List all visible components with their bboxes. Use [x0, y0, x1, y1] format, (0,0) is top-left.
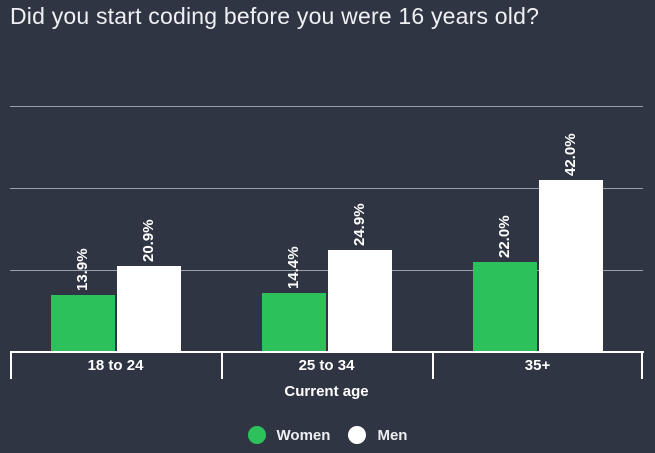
bar-value-label: 13.9% [74, 248, 91, 291]
x-axis-line [10, 351, 644, 353]
bar-women-25-to-34 [262, 293, 326, 352]
bar-women-35+ [473, 262, 537, 352]
category-label-35+: 35+ [524, 357, 551, 374]
bar-value-label: 24.9% [351, 203, 368, 246]
legend-dot-men [348, 426, 367, 444]
legend-item-men[interactable]: Men [348, 426, 407, 444]
gridline-60pct [10, 106, 643, 107]
legend-dot-women [247, 426, 266, 444]
gridline-20pct [10, 270, 643, 271]
chart-title: Did you start coding before you were 16 … [10, 3, 540, 29]
bar-women-18-to-24 [51, 295, 115, 352]
bar-men-35+ [539, 180, 603, 352]
legend-label: Women [276, 426, 331, 444]
bar-value-label: 14.4% [285, 246, 302, 289]
legend-item-women[interactable]: Women [247, 426, 331, 444]
legend-label: Men [377, 426, 408, 444]
bar-men-25-to-34 [328, 250, 392, 352]
bar-men-18-to-24 [117, 266, 181, 352]
category-label-18-to-24: 18 to 24 [87, 357, 144, 374]
axis-tick [432, 353, 434, 379]
bar-value-label: 42.0% [562, 133, 579, 176]
gridline-40pct [10, 188, 643, 189]
axis-tick [641, 353, 643, 379]
axis-tick [221, 353, 223, 379]
category-label-25-to-34: 25 to 34 [298, 357, 355, 374]
axis-tick [10, 353, 12, 379]
x-axis-label: Current age [284, 383, 369, 400]
bar-value-label: 20.9% [140, 219, 157, 262]
bar-value-label: 22.0% [496, 215, 513, 258]
legend: Women Men [0, 426, 655, 444]
